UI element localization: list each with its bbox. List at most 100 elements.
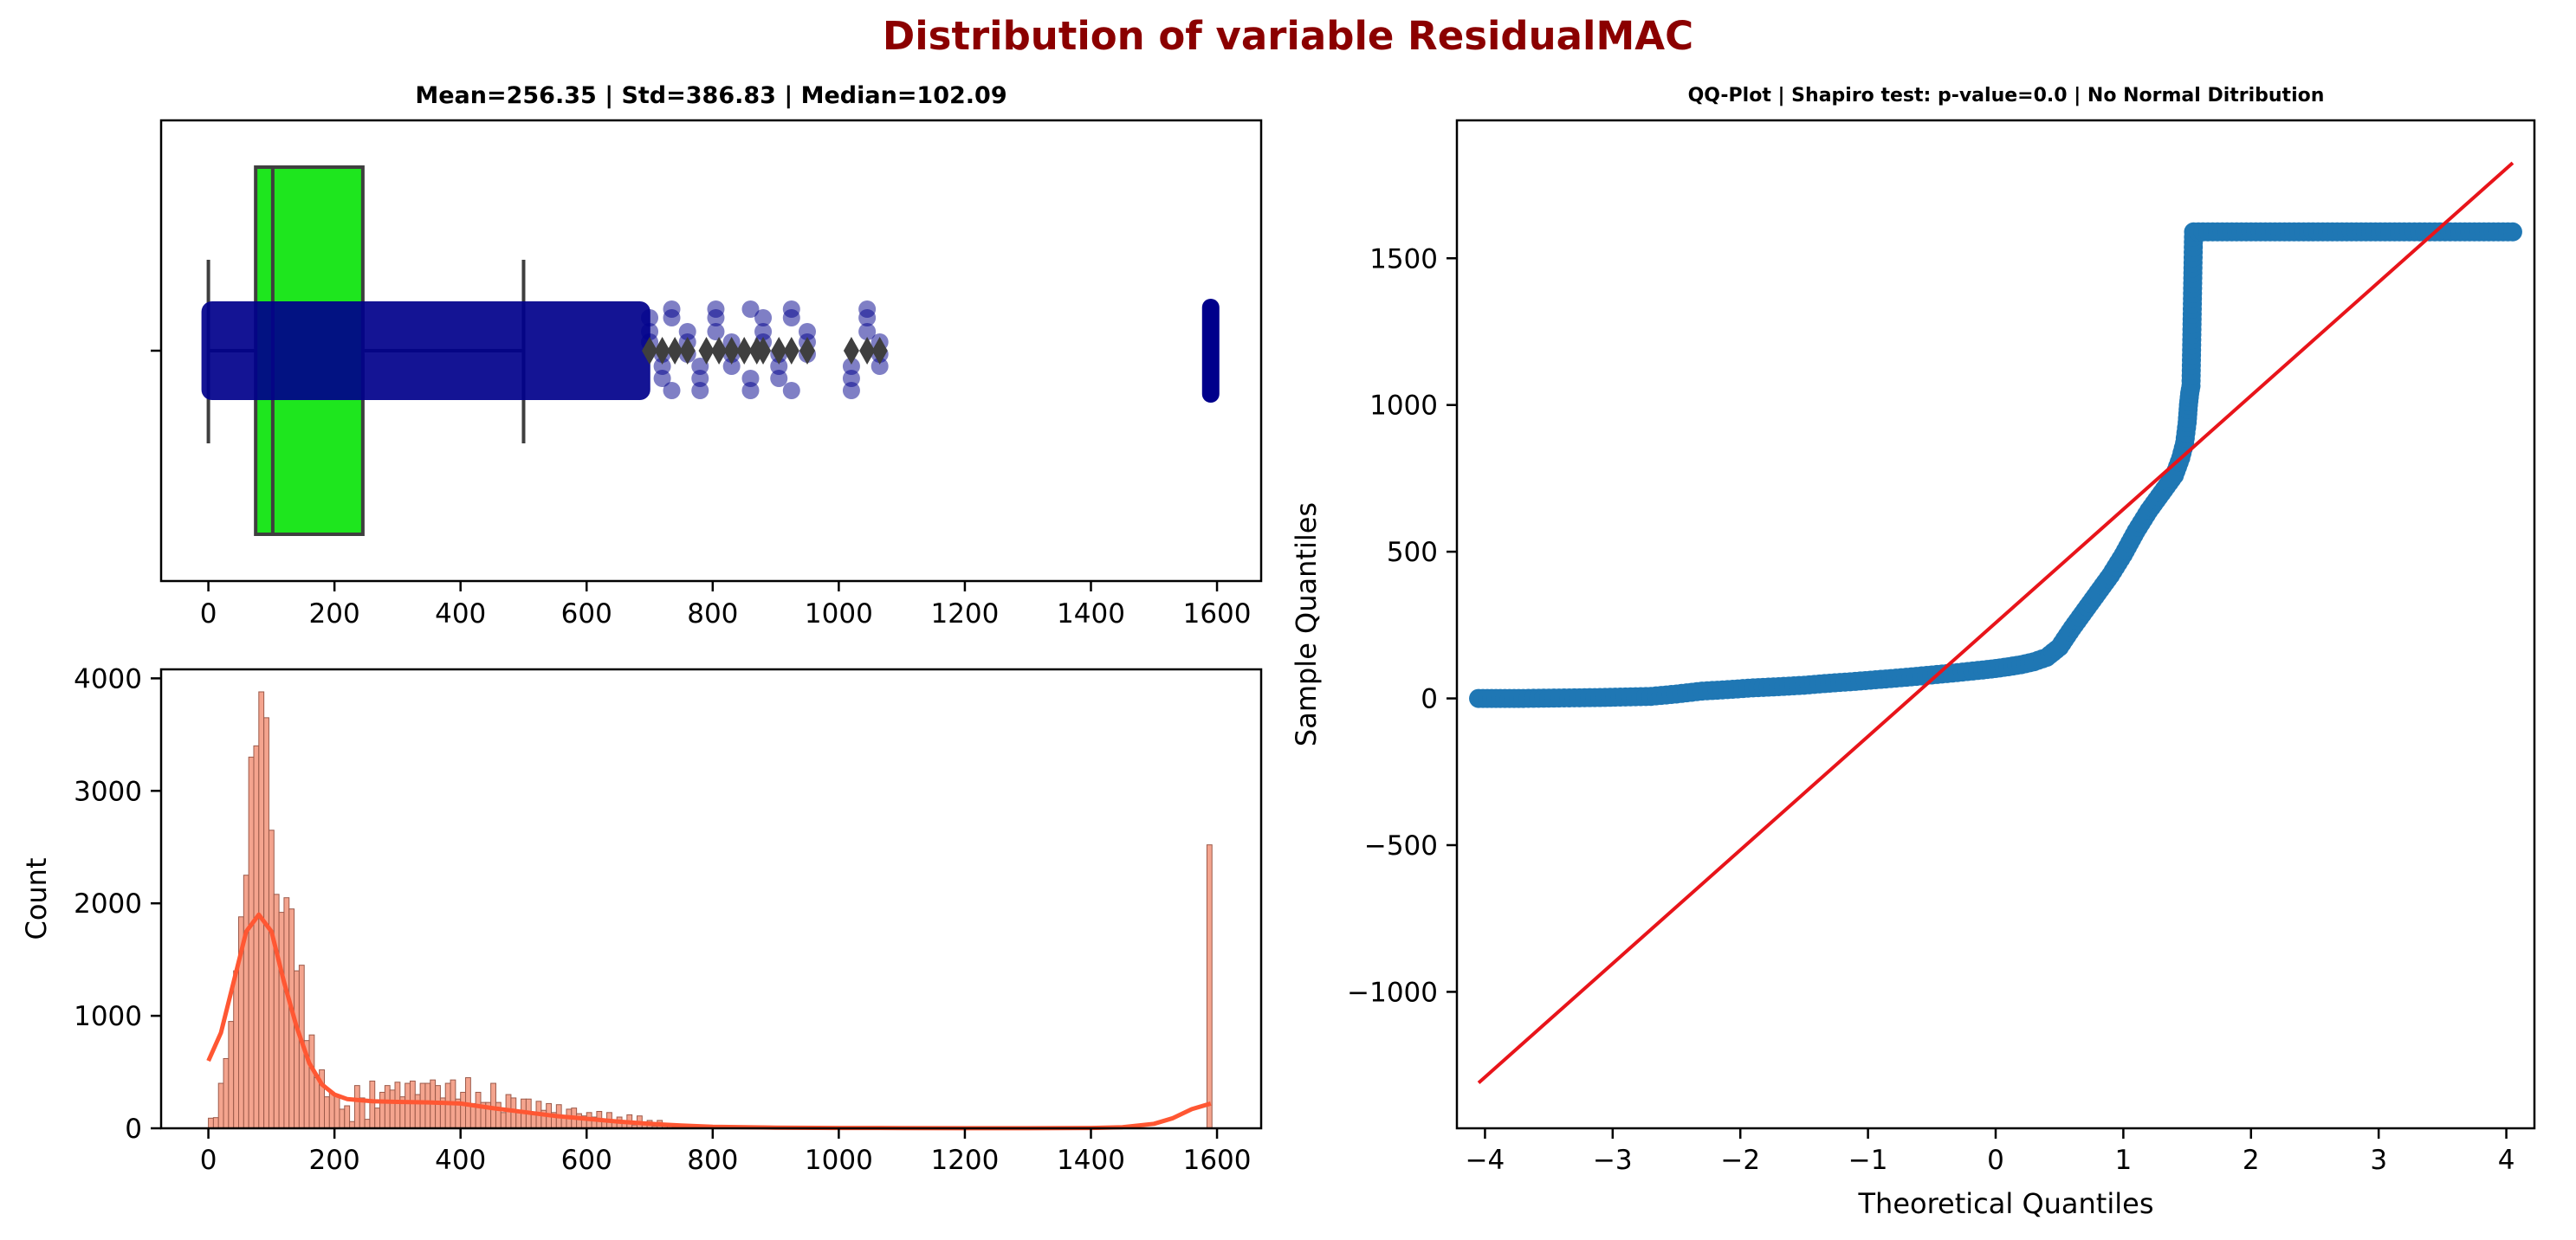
y-tick-label: 0 [1421,684,1438,715]
histogram-bar [379,1091,385,1129]
x-tick-label: 3 [2370,1145,2387,1176]
x-tick-label: 0 [200,1145,217,1176]
histogram-bar [228,1021,235,1129]
histogram-frame [159,668,1263,1130]
strip-point [663,309,681,326]
flier-marker [667,337,683,365]
boxplot-title: Mean=256.35 | Std=386.83 | Median=102.09 [415,82,1006,109]
histogram-bar [333,1094,340,1129]
x-tick-label: −4 [1466,1145,1505,1176]
strip-point [782,309,800,326]
strip-point [653,370,671,387]
strip-point [858,323,877,340]
strip-point [741,382,760,399]
flier-marker [859,337,876,365]
flier-marker [642,337,658,365]
x-tick-label: 1200 [930,598,999,630]
x-tick-label: −1 [1848,1145,1888,1176]
histogram-bar [419,1082,426,1129]
y-tick-label: 1000 [74,1001,142,1032]
y-tick-label: 0 [125,1114,142,1145]
x-tick-label: 600 [561,598,612,630]
strip-point [770,358,788,375]
flier-marker [679,337,696,365]
histogram-content [206,691,1213,1131]
x-tick-label: 200 [309,1145,360,1176]
histogram-bar [233,970,240,1129]
qq-y-label: Sample Quantiles [1290,502,1323,746]
y-tick-label: 1500 [1369,243,1438,274]
histogram-bar [495,1101,502,1129]
histogram-bar [212,1117,219,1129]
histogram-panel: 0 200 400 600 800 1000 1200 1400 1600 0 1000 2000 30… [20,663,1263,1176]
histogram-y-label: Count [20,857,53,940]
flier-marker [871,337,888,365]
histogram-bar [314,1077,320,1129]
boxplot-x-axis: 0 200 400 600 800 1000 1200 1400 1600 [151,349,1252,630]
x-tick-label: 0 [200,598,217,630]
x-tick-label: 1400 [1057,1145,1125,1176]
histogram-bar [409,1080,416,1129]
x-tick-label: 600 [561,1145,612,1176]
strip-point [691,370,709,387]
strip-point [770,370,788,387]
histogram-bar [208,1117,214,1129]
histogram-bar [1206,844,1213,1129]
y-tick-label: 2000 [74,888,142,920]
y-tick-label: −1000 [1347,977,1438,1008]
qq-point [2502,222,2522,242]
x-tick-label: 400 [435,1145,486,1176]
qq-title: QQ-Plot | Shapiro test: p-value=0.0 | No… [1688,85,2325,107]
strip-point [842,358,860,375]
histogram-bar [444,1082,451,1129]
histogram-bar [530,1114,537,1129]
strip-point [871,358,889,375]
x-tick-label: 400 [435,598,486,630]
flier-marker [736,337,753,365]
strip-point [707,323,725,340]
flier-marker [755,337,772,365]
flier-marker [783,337,799,365]
x-tick-label: 1000 [805,598,873,630]
qq-axes: −4 −3 −2 −1 0 1 2 3 4 −1000 −500 0 500 1000 1500 [1347,243,2515,1176]
x-tick-label: 800 [687,598,738,630]
y-tick-label: 4000 [74,663,142,694]
histogram-bar [248,756,255,1129]
histogram-bar [217,1082,224,1129]
histogram-bar [243,875,249,1129]
flier-marker [698,337,715,365]
histogram-bar [369,1080,376,1129]
strip-point [663,382,681,399]
strip-point [691,382,709,399]
histogram-bar [405,1082,411,1129]
x-tick-label: 1200 [930,1145,999,1176]
x-tick-label: 1600 [1183,1145,1252,1176]
qq-x-label: Theoretical Quantiles [1858,1187,2154,1220]
x-tick-label: 4 [2498,1145,2515,1176]
flier-marker [654,337,670,365]
histogram-axes: 0 200 400 600 800 1000 1200 1400 1600 0 1000 2000 30… [74,663,1251,1176]
strip-point [842,382,860,399]
boxplot-panel: Mean=256.35 | Std=386.83 | Median=102.09… [151,82,1263,630]
x-tick-label: 0 [1987,1145,2004,1176]
histogram-bar [339,1108,346,1129]
x-tick-label: −2 [1720,1145,1760,1176]
histogram-bar [308,1034,315,1129]
histogram-bar [435,1085,441,1129]
y-tick-label: 3000 [74,776,142,807]
histogram-bar [500,1112,507,1129]
histogram-bar [253,745,260,1129]
strip-point [722,358,741,375]
histogram-bar [374,1108,381,1129]
strip-point [641,309,659,326]
x-tick-label: −3 [1593,1145,1633,1176]
strip-point [782,382,800,399]
histogram-bar [323,1096,330,1129]
flier-marker [771,337,787,365]
x-tick-label: 1 [2115,1145,2133,1176]
y-tick-label: 1000 [1369,391,1438,422]
strip-point [754,309,773,326]
x-tick-label: 1400 [1057,598,1125,630]
strip-cluster [1201,299,1220,403]
qq-content [1469,161,2522,1084]
